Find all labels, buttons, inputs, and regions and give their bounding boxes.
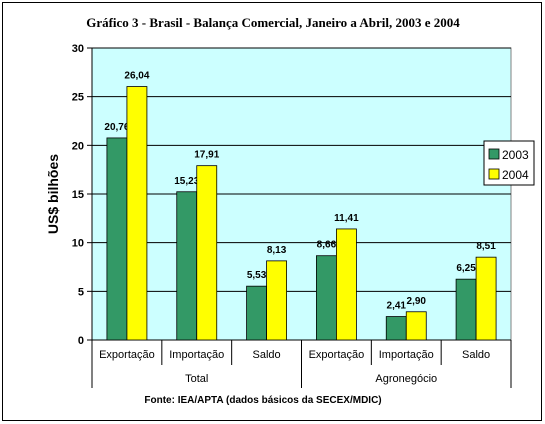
category-label: Exportação xyxy=(309,349,365,361)
category-label: Saldo xyxy=(253,349,281,361)
y-tick-label: 15 xyxy=(72,189,84,201)
y-tick-label: 10 xyxy=(72,238,84,250)
category-label: Importação xyxy=(169,349,224,361)
chart-frame: Gráfico 3 - Brasil - Balança Comercial, … xyxy=(2,2,542,421)
y-tick-label: 25 xyxy=(72,92,84,104)
data-label: 26,04 xyxy=(124,71,149,82)
data-label: 2,90 xyxy=(407,296,427,307)
data-label: 20,76 xyxy=(104,122,129,133)
bar-2004 xyxy=(126,86,148,341)
bar-2004 xyxy=(266,260,287,341)
chart-title: Gráfico 3 - Brasil - Balança Comercial, … xyxy=(86,15,460,30)
bar-2003 xyxy=(246,285,267,341)
bar-2003 xyxy=(385,316,407,341)
source-note: Fonte: IEA/APTA (dados básicos da SECEX/… xyxy=(144,395,381,406)
y-axis-label: US$ bilhões xyxy=(45,154,61,234)
bar-chart: Gráfico 3 - Brasil - Balança Comercial, … xyxy=(45,15,535,406)
category-label: Exportação xyxy=(99,349,155,361)
bar-2004 xyxy=(336,228,357,341)
data-label: 17,91 xyxy=(194,150,219,161)
y-tick-label: 5 xyxy=(78,286,84,298)
data-label: 5,53 xyxy=(247,270,267,281)
bar-2003 xyxy=(316,255,337,341)
y-tick-label: 0 xyxy=(78,335,84,347)
data-label: 8,51 xyxy=(476,241,496,252)
category-label: Importação xyxy=(379,349,434,361)
legend-label: 2003 xyxy=(502,148,529,162)
y-tick-label: 20 xyxy=(72,140,84,152)
data-label: 6,25 xyxy=(456,263,476,274)
data-label: 11,41 xyxy=(334,213,359,224)
category-label: Saldo xyxy=(462,349,490,361)
y-tick-label: 30 xyxy=(72,43,84,55)
bar-2004 xyxy=(405,311,427,341)
data-label: 8,13 xyxy=(267,245,287,256)
legend-swatch-2004 xyxy=(488,168,500,180)
group-label: Agronegócio xyxy=(375,373,437,385)
legend-swatch-2003 xyxy=(488,148,500,160)
bar-2004 xyxy=(196,165,218,341)
data-label: 15,23 xyxy=(174,176,199,187)
bar-2004 xyxy=(475,256,497,341)
bar-2003 xyxy=(106,137,128,341)
bar-2003 xyxy=(455,278,477,341)
data-label: 2,41 xyxy=(387,301,407,312)
legend-label: 2004 xyxy=(502,168,529,182)
bar-2003 xyxy=(176,191,198,341)
data-label: 8,66 xyxy=(317,240,337,251)
group-label: Total xyxy=(185,373,208,385)
